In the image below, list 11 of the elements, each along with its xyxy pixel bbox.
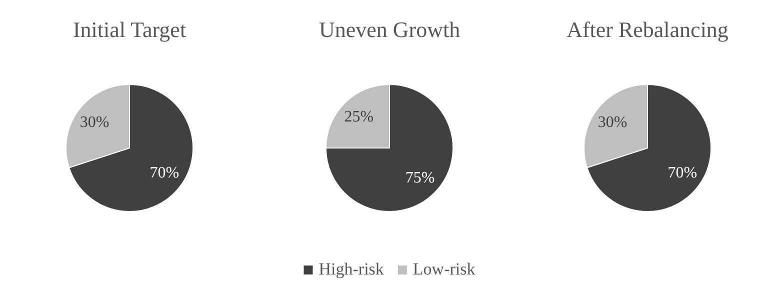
chart-title: After Rebalancing	[566, 16, 728, 42]
chart-title: Initial Target	[72, 16, 186, 42]
data-label: 75%	[405, 170, 435, 187]
data-label: 30%	[598, 114, 628, 131]
data-label: 30%	[80, 114, 110, 131]
data-label: 70%	[150, 164, 180, 182]
data-label: 70%	[668, 164, 698, 182]
legend-label: High-risk	[318, 259, 384, 278]
legend-label: Low-risk	[412, 259, 476, 278]
chart-title: Uneven Growth	[318, 16, 460, 42]
data-label: 25%	[344, 108, 374, 126]
